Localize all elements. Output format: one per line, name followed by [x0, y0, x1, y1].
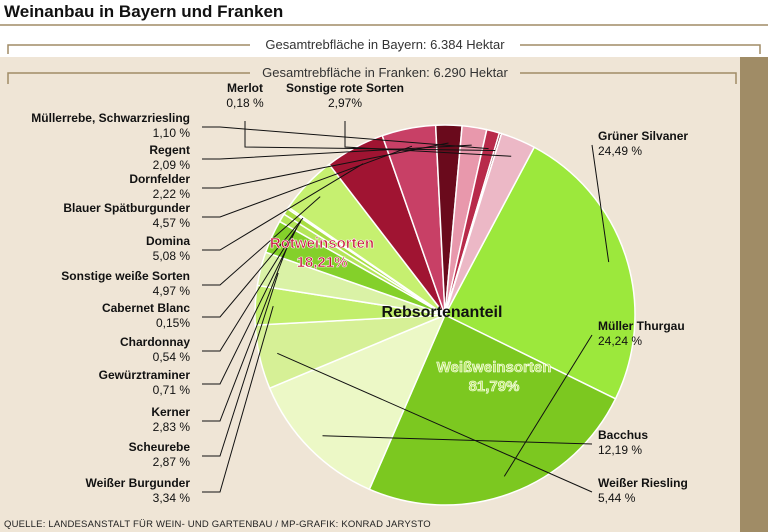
slice-label-name-4: Weißer Riesling: [598, 476, 688, 490]
slice-label-name-18: Sonstige rote Sorten: [286, 81, 404, 95]
leader-line-6: [202, 272, 279, 457]
bayern-bracket-right: [520, 44, 761, 54]
slice-label-name-12: Domina: [146, 234, 190, 248]
leader-lines: [202, 121, 610, 493]
bayern-bracket-left: [7, 44, 250, 54]
leader-line-18: [344, 121, 512, 157]
slice-label-name-16: Müllerrebe, Schwarzriesling: [31, 111, 190, 125]
group-weisswein-value: 81,79%: [469, 378, 520, 395]
slice-label-value-14: 2,22 %: [153, 187, 191, 201]
slice-label-name-3: Bacchus: [598, 428, 648, 442]
franken-bracket-right: [520, 72, 737, 84]
pie-slices: [254, 124, 636, 506]
leader-line-13: [202, 145, 413, 218]
slice-label-name-13: Blauer Spätburgunder: [63, 201, 190, 215]
slice-label-value-6: 2,87 %: [153, 455, 191, 469]
center-label: Rebsortenanteil: [382, 304, 503, 321]
slice-label-value-7: 2,83 %: [153, 420, 191, 434]
group-weisswein-name: Weißweinsorten: [437, 359, 552, 376]
slice-label-name-1: Grüner Silvaner: [598, 129, 688, 143]
slice-label-name-10: Cabernet Blanc: [102, 301, 190, 315]
slice-label-value-8: 0,71 %: [153, 383, 191, 397]
header-franken: Gesamtrebfläche in Franken: 6.290 Hektar: [262, 65, 508, 80]
slice-label-value-17: 0,18 %: [226, 96, 264, 110]
side-bar: [740, 57, 768, 532]
pie-slice-1: [443, 146, 636, 400]
leader-line-5: [202, 305, 274, 493]
slice-label-name-9: Chardonnay: [120, 335, 190, 349]
pie-slice-2: [368, 313, 617, 506]
leader-line-12: [202, 163, 364, 251]
slice-label-name-7: Kerner: [151, 405, 190, 419]
slice-label-name-5: Weißer Burgunder: [86, 476, 191, 490]
slice-label-name-6: Scheurebe: [129, 440, 191, 454]
leader-line-1: [591, 144, 610, 263]
slice-label-name-8: Gewürztraminer: [99, 368, 191, 382]
slice-label-value-12: 5,08 %: [153, 249, 191, 263]
leader-line-11: [202, 196, 321, 286]
slice-label-name-15: Regent: [149, 143, 190, 157]
slice-label-name-11: Sonstige weiße Sorten: [61, 269, 190, 283]
slice-label-value-16: 1,10 %: [153, 126, 191, 140]
pie-slice-18: [444, 132, 536, 316]
slice-label-value-11: 4,97 %: [153, 284, 191, 298]
slice-label-name-14: Dornfelder: [129, 172, 190, 186]
pie-slice-3: [268, 313, 447, 491]
leader-line-2: [503, 334, 593, 477]
slice-label-value-18: 2,97%: [328, 96, 362, 110]
slice-label-value-13: 4,57 %: [153, 216, 191, 230]
leader-line-8: [202, 226, 298, 385]
slice-label-value-1: 24,49 %: [598, 144, 642, 158]
source-note: QUELLE: LANDESANSTALT FÜR WEIN- UND GART…: [4, 519, 431, 530]
slice-label-value-5: 3,34 %: [153, 491, 191, 505]
slice-label-name-17: Merlot: [227, 81, 263, 95]
header-bayern: Gesamtrebfläche in Bayern: 6.384 Hektar: [265, 37, 505, 52]
leader-line-17: [244, 121, 496, 151]
group-rotwein-value: 18,21%: [297, 254, 348, 271]
leader-line-14: [202, 142, 449, 189]
leader-line-3: [322, 435, 593, 445]
slice-label-value-2: 24,24 %: [598, 334, 642, 348]
franken-bracket-left: [7, 72, 250, 84]
slice-label-value-9: 0,54 %: [153, 350, 191, 364]
group-rotwein-name: Rotweinsorten: [270, 235, 374, 252]
leader-line-10: [202, 217, 304, 318]
slice-label-value-10: 0,15%: [156, 316, 190, 330]
slice-label-name-2: Müller Thurgau: [598, 319, 685, 333]
leader-line-16: [202, 126, 489, 150]
leader-line-4: [277, 352, 593, 493]
leader-line-9: [202, 221, 302, 352]
chart-title: Weinanbau in Bayern und Franken: [4, 2, 283, 21]
slice-label-value-15: 2,09 %: [153, 158, 191, 172]
leader-line-7: [202, 243, 289, 422]
slice-label-value-3: 12,19 %: [598, 443, 642, 457]
slice-label-value-4: 5,44 %: [598, 491, 636, 505]
